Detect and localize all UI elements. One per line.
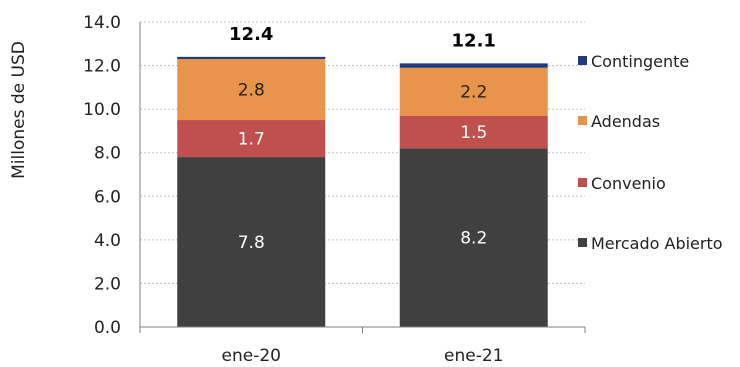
legend-swatch: [578, 178, 587, 187]
bar-segment-mercado-abierto: [399, 148, 548, 327]
y-tick-label: 0.0: [94, 318, 121, 338]
data-labels: 7.8 1.7 2.8 8.2 1.5 2.2: [238, 81, 488, 254]
y-tick-label: 2.0: [94, 274, 121, 294]
legend: Contingente Adendas Convenio Mercado Abiert…: [578, 52, 723, 253]
bar-segment-contingente: [177, 56, 326, 60]
x-tick-labels: ene-20 ene-21: [222, 346, 504, 366]
data-label: 8.2: [460, 229, 487, 249]
data-label: 2.2: [460, 83, 487, 103]
data-label: 1.7: [238, 130, 265, 150]
x-tick-label: ene-20: [222, 346, 281, 366]
data-label: 2.8: [238, 81, 265, 101]
legend-swatch: [578, 238, 587, 247]
bars: [177, 56, 548, 327]
bar-segment-adendas: [177, 59, 326, 121]
total-labels: 12.4 12.1: [229, 24, 496, 52]
y-tick-label: 4.0: [94, 231, 121, 251]
data-label: 7.8: [238, 233, 265, 253]
axes: [139, 22, 586, 333]
y-tick-label: 8.0: [94, 144, 121, 164]
bar-segment-mercado-abierto: [177, 157, 326, 327]
y-tick-label: 12.0: [83, 57, 121, 77]
x-tick-label: ene-21: [444, 346, 503, 366]
bar-segment-convenio: [177, 120, 326, 158]
y-tick-label: 10.0: [83, 100, 121, 120]
legend-label: Adendas: [591, 112, 660, 131]
y-tick-label: 6.0: [94, 187, 121, 207]
total-label: 12.1: [452, 30, 496, 51]
bar-segment-convenio: [399, 115, 548, 149]
data-label: 1.5: [460, 123, 487, 143]
bar-segment-adendas: [399, 67, 548, 116]
legend-label: Convenio: [591, 174, 666, 193]
legend-label: Contingente: [591, 52, 689, 71]
legend-label: Mercado Abierto: [591, 234, 723, 253]
legend-swatch: [578, 56, 587, 65]
total-label: 12.4: [229, 24, 273, 45]
bar-segment-contingente: [399, 63, 548, 68]
y-axis-title: Millones de USD: [9, 41, 29, 179]
legend-swatch: [578, 116, 587, 125]
y-tick-labels: 0.0 2.0 4.0 6.0 8.0 10.0 12.0 14.0: [83, 13, 121, 338]
y-tick-label: 14.0: [83, 13, 121, 33]
